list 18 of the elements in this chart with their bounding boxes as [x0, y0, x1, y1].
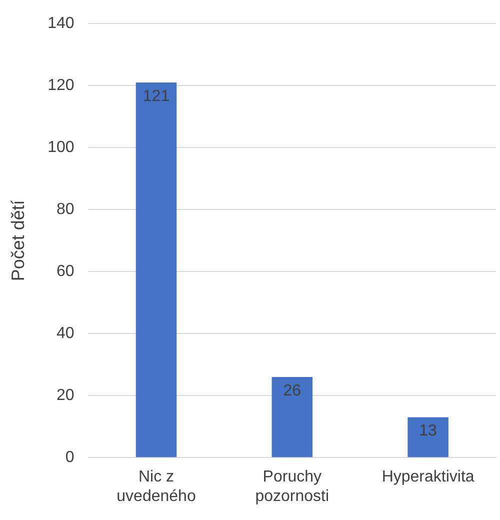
bar: [408, 417, 448, 458]
data-label: 26: [283, 382, 302, 400]
x-tick-label: Nic z uvedeného: [116, 468, 196, 505]
y-tick-label: 80: [56, 201, 74, 218]
bar: [272, 377, 313, 458]
data-label: 13: [419, 422, 438, 440]
y-tick-label: 100: [48, 139, 74, 156]
y-tick-label: 20: [56, 387, 74, 404]
y-tick-label: 120: [48, 77, 74, 94]
y-tick-label: 140: [48, 15, 74, 32]
y-tick-label: 0: [65, 449, 74, 466]
bar: [136, 82, 177, 458]
x-tick-label: Hyperaktivita: [382, 468, 474, 486]
y-tick-label: 60: [56, 263, 74, 280]
data-label: 121: [142, 88, 170, 105]
y-tick-label: 40: [56, 325, 74, 342]
x-tick-label: Poruchy pozornosti: [255, 468, 330, 505]
y-axis-title: Počet dětí: [8, 200, 28, 282]
